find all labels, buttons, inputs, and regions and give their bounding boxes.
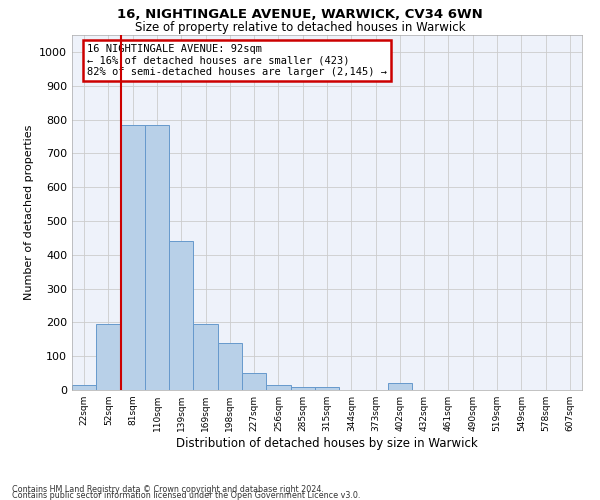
Bar xyxy=(315,386,339,390)
Text: 16 NIGHTINGALE AVENUE: 92sqm
← 16% of detached houses are smaller (423)
82% of s: 16 NIGHTINGALE AVENUE: 92sqm ← 16% of de… xyxy=(88,44,388,77)
Bar xyxy=(121,124,145,390)
Bar xyxy=(242,373,266,390)
Bar xyxy=(193,324,218,390)
Text: Size of property relative to detached houses in Warwick: Size of property relative to detached ho… xyxy=(135,21,465,34)
Bar xyxy=(96,324,121,390)
Bar xyxy=(145,124,169,390)
Text: Contains HM Land Registry data © Crown copyright and database right 2024.: Contains HM Land Registry data © Crown c… xyxy=(12,485,324,494)
X-axis label: Distribution of detached houses by size in Warwick: Distribution of detached houses by size … xyxy=(176,437,478,450)
Y-axis label: Number of detached properties: Number of detached properties xyxy=(23,125,34,300)
Bar xyxy=(266,385,290,390)
Bar xyxy=(72,385,96,390)
Bar xyxy=(169,241,193,390)
Text: Contains public sector information licensed under the Open Government Licence v3: Contains public sector information licen… xyxy=(12,491,361,500)
Text: 16, NIGHTINGALE AVENUE, WARWICK, CV34 6WN: 16, NIGHTINGALE AVENUE, WARWICK, CV34 6W… xyxy=(117,8,483,20)
Bar xyxy=(388,383,412,390)
Bar xyxy=(290,386,315,390)
Bar xyxy=(218,342,242,390)
